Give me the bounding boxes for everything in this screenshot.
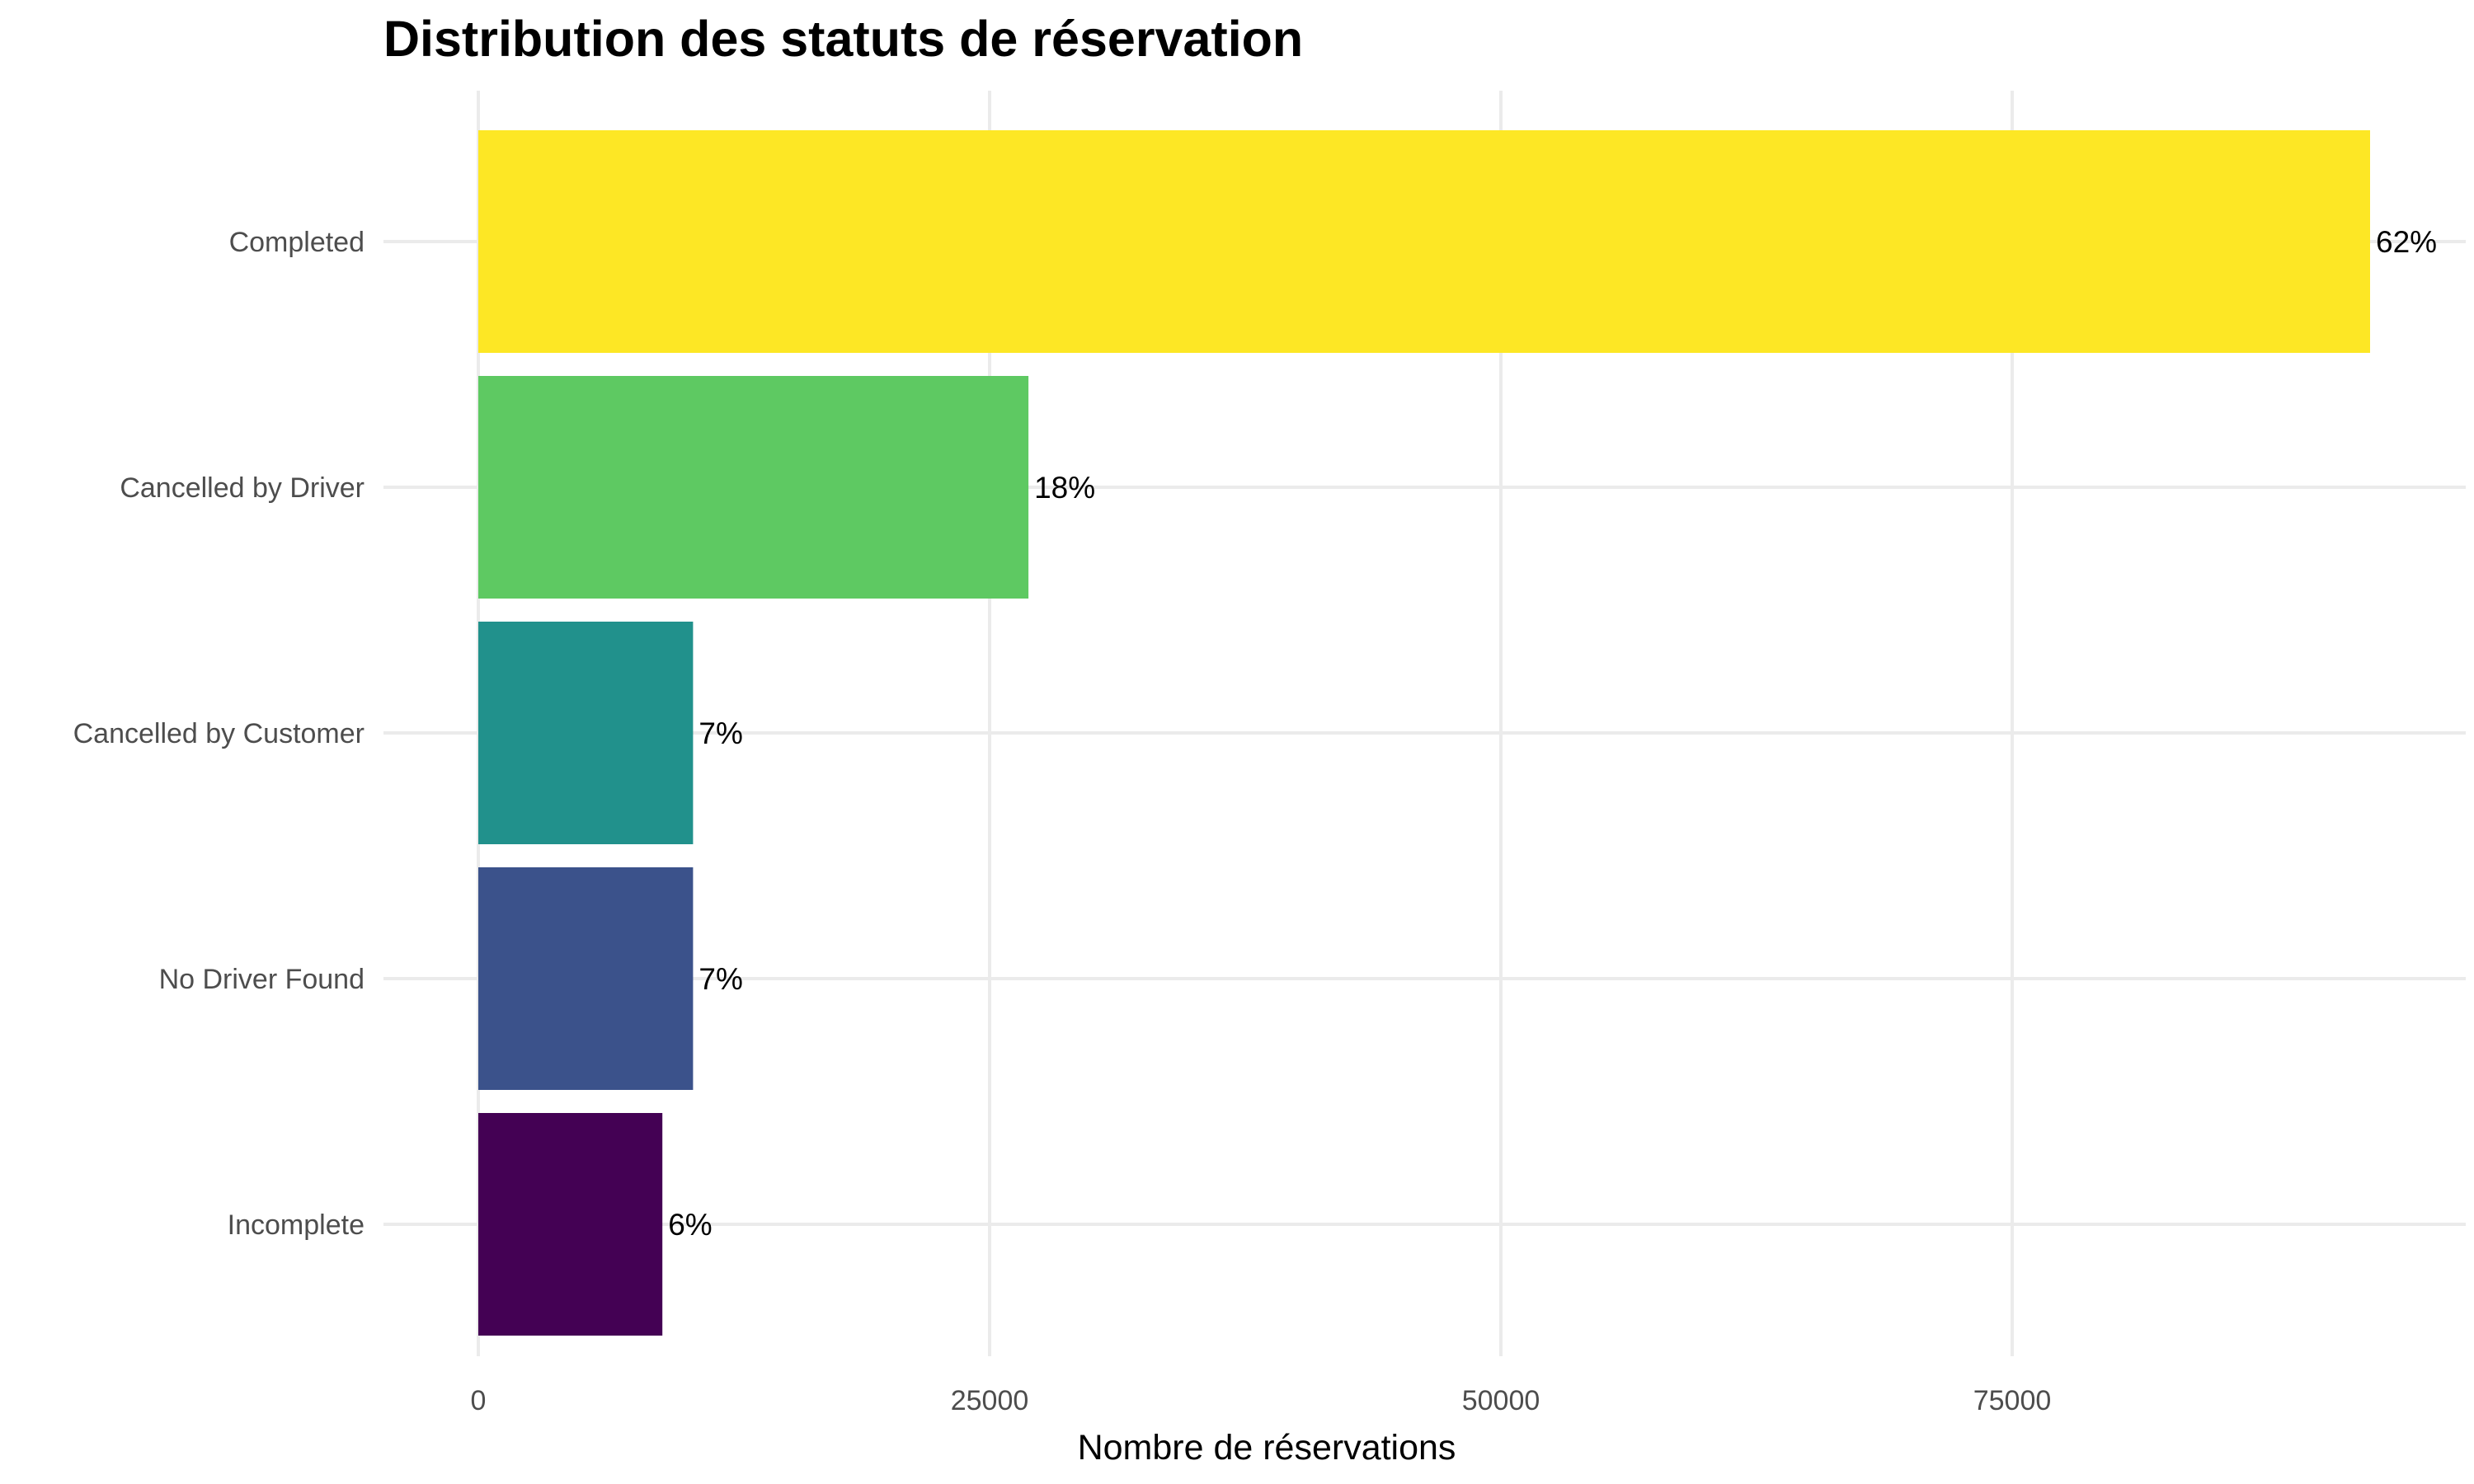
bar [478, 622, 694, 844]
x-tick-label: 50000 [1462, 1385, 1540, 1416]
chart-title: Distribution des statuts de réservation [383, 11, 1303, 67]
x-tick-label: 75000 [1973, 1385, 2052, 1416]
labels: 0 25000 50000 75000 Completed 62% Cancelled by… [73, 225, 2437, 1416]
y-tick-label: Cancelled by Customer [73, 718, 365, 749]
bar [478, 867, 694, 1090]
x-tick-label: 25000 [951, 1385, 1029, 1416]
y-tick-label: No Driver Found [159, 964, 365, 995]
bar [478, 1113, 663, 1336]
y-tick-label: Incomplete [228, 1209, 365, 1241]
x-tick-label: 0 [471, 1385, 487, 1416]
bar-data-label: 6% [668, 1208, 712, 1242]
bar-data-label: 62% [2376, 225, 2437, 259]
y-tick-label: Cancelled by Driver [120, 472, 365, 504]
bar-data-label: 7% [698, 962, 742, 996]
bar-data-label: 7% [698, 716, 742, 750]
bar [478, 376, 1029, 599]
bar-data-label: 18% [1034, 471, 1095, 505]
bars [478, 130, 2370, 1336]
bar [478, 130, 2370, 353]
x-axis-title: Nombre de réservations [1078, 1428, 1456, 1468]
y-tick-label: Completed [229, 227, 365, 258]
